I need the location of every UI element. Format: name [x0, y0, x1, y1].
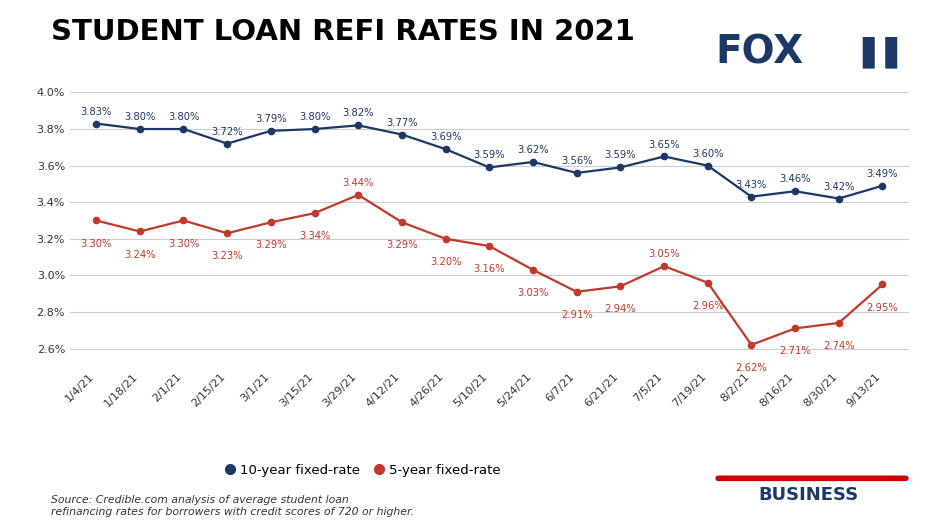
Text: 3.79%: 3.79% [255, 114, 287, 124]
Text: 3.23%: 3.23% [212, 252, 243, 261]
Text: 3.80%: 3.80% [124, 112, 156, 122]
10-year fixed-rate [528, 159, 539, 165]
Text: 3.80%: 3.80% [299, 112, 330, 122]
Text: 3.29%: 3.29% [386, 241, 418, 250]
Text: 3.16%: 3.16% [473, 264, 505, 274]
Text: 2.94%: 2.94% [605, 304, 637, 314]
Text: 3.82%: 3.82% [342, 108, 374, 118]
Text: 2.91%: 2.91% [561, 310, 593, 320]
5-year fixed-rate [352, 192, 363, 198]
Text: 2.62%: 2.62% [735, 363, 767, 373]
10-year fixed-rate [222, 140, 233, 147]
Text: 3.42%: 3.42% [823, 182, 855, 192]
5-year fixed-rate [658, 263, 669, 269]
10-year fixed-rate [90, 121, 102, 127]
Text: 3.59%: 3.59% [473, 150, 505, 160]
5-year fixed-rate [833, 320, 844, 326]
Text: 2.71%: 2.71% [779, 346, 811, 356]
10-year fixed-rate [484, 165, 495, 171]
5-year fixed-rate [484, 243, 495, 249]
Text: ▌▌: ▌▌ [862, 37, 909, 68]
5-year fixed-rate [90, 217, 102, 224]
Text: 3.77%: 3.77% [386, 117, 418, 127]
Text: 3.56%: 3.56% [561, 156, 593, 166]
Text: 3.24%: 3.24% [124, 249, 156, 259]
5-year fixed-rate [746, 342, 757, 348]
Text: 3.34%: 3.34% [299, 231, 330, 241]
Text: FOX: FOX [716, 34, 803, 71]
Line: 5-year fixed-rate: 5-year fixed-rate [93, 192, 885, 348]
5-year fixed-rate [702, 279, 713, 286]
Text: 2.96%: 2.96% [692, 301, 723, 311]
Text: 3.80%: 3.80% [168, 112, 199, 122]
Text: 3.44%: 3.44% [343, 178, 374, 188]
Text: 3.65%: 3.65% [649, 139, 679, 149]
10-year fixed-rate [178, 126, 189, 132]
5-year fixed-rate [308, 210, 321, 216]
5-year fixed-rate [178, 217, 189, 224]
Text: BUSINESS: BUSINESS [759, 486, 858, 504]
5-year fixed-rate [440, 236, 451, 242]
10-year fixed-rate [746, 193, 757, 200]
10-year fixed-rate [615, 165, 626, 171]
10-year fixed-rate [658, 154, 669, 160]
10-year fixed-rate [833, 195, 844, 202]
5-year fixed-rate [396, 219, 407, 225]
5-year fixed-rate [528, 267, 539, 273]
10-year fixed-rate [789, 188, 801, 194]
Text: 3.72%: 3.72% [212, 127, 243, 137]
10-year fixed-rate [352, 122, 363, 128]
5-year fixed-rate [266, 219, 277, 225]
Text: 3.29%: 3.29% [255, 241, 287, 250]
10-year fixed-rate [134, 126, 145, 132]
Text: 3.03%: 3.03% [517, 288, 549, 298]
Text: Source: Credible.com analysis of average student loan
refinancing rates for borr: Source: Credible.com analysis of average… [51, 495, 414, 517]
10-year fixed-rate [440, 146, 451, 152]
10-year fixed-rate [308, 126, 321, 132]
Text: 2.95%: 2.95% [867, 302, 898, 312]
Text: 3.20%: 3.20% [430, 257, 461, 267]
10-year fixed-rate [877, 182, 888, 189]
Text: 3.62%: 3.62% [517, 145, 549, 155]
Line: 10-year fixed-rate: 10-year fixed-rate [93, 121, 885, 202]
Text: 3.83%: 3.83% [80, 106, 112, 117]
Text: 3.60%: 3.60% [692, 149, 723, 159]
10-year fixed-rate [396, 132, 407, 138]
Text: 3.46%: 3.46% [779, 174, 811, 184]
10-year fixed-rate [702, 162, 713, 169]
Text: 3.49%: 3.49% [867, 169, 898, 179]
Text: STUDENT LOAN REFI RATES IN 2021: STUDENT LOAN REFI RATES IN 2021 [51, 18, 635, 46]
Text: 3.05%: 3.05% [649, 249, 679, 259]
Text: 3.30%: 3.30% [168, 238, 199, 248]
Text: 3.59%: 3.59% [605, 150, 637, 160]
5-year fixed-rate [222, 230, 233, 236]
Text: 3.30%: 3.30% [80, 238, 112, 248]
Text: 3.43%: 3.43% [735, 180, 767, 190]
10-year fixed-rate [571, 170, 582, 176]
10-year fixed-rate [266, 128, 277, 134]
5-year fixed-rate [615, 283, 626, 289]
5-year fixed-rate [877, 281, 888, 288]
Legend: 10-year fixed-rate, 5-year fixed-rate: 10-year fixed-rate, 5-year fixed-rate [221, 459, 506, 483]
5-year fixed-rate [134, 228, 145, 235]
Text: 3.69%: 3.69% [430, 132, 461, 142]
5-year fixed-rate [789, 325, 801, 332]
Text: 2.74%: 2.74% [823, 341, 855, 351]
5-year fixed-rate [571, 289, 582, 295]
